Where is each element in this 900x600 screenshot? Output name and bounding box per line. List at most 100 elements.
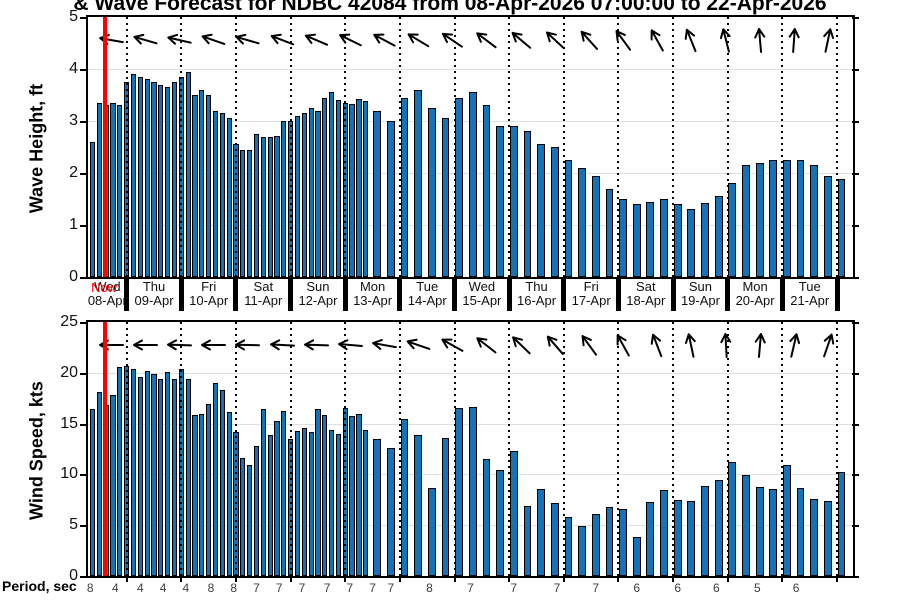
wind-bar (755, 486, 764, 576)
direction-arrow-icon (267, 25, 297, 55)
wave-bar (619, 199, 627, 277)
period-value: 8 (426, 581, 433, 595)
wind-bar (363, 429, 369, 576)
day-name: Sun (306, 279, 330, 294)
wave-bar (199, 89, 205, 277)
period-value: 7 (346, 581, 354, 595)
day-name: Sat (253, 279, 274, 294)
date-axis-band: Wed 08-Apr Thu 09-Apr Fri 10-Apr Sat 11-Apr Sun 1… (0, 277, 900, 315)
wave-bar (274, 135, 280, 277)
wind-bar (206, 404, 212, 576)
day-label: Fri 10-Apr (169, 280, 249, 308)
wind-bar (673, 499, 682, 576)
wind-bar (660, 489, 668, 576)
day-label: Mon 20-Apr (715, 280, 795, 308)
direction-arrow-icon (745, 330, 775, 360)
wind-bar (578, 526, 586, 576)
wave-bar (468, 92, 477, 277)
wind-bar (441, 437, 450, 576)
day-boundary-tick (561, 277, 567, 311)
day-date: 21-Apr (790, 293, 830, 308)
wind-bar (130, 368, 137, 576)
midnight-gridline (562, 322, 565, 576)
wind-bar (260, 409, 266, 576)
midnight-gridline (617, 17, 620, 277)
wind-bar (619, 508, 627, 576)
wave-bar (96, 102, 102, 277)
wave-bar (137, 76, 143, 277)
wave-bar (509, 126, 518, 277)
direction-arrow-icon (779, 330, 809, 360)
wind-bar (687, 500, 696, 576)
wind-bar (315, 409, 321, 576)
midnight-gridline (125, 322, 128, 576)
wind-bar (281, 411, 287, 576)
midnight-gridline (289, 322, 292, 576)
direction-arrow-icon (301, 25, 331, 55)
direction-arrow-icon (130, 330, 160, 360)
midnight-gridline (289, 17, 292, 277)
period-value: 7 (275, 581, 283, 595)
wave-bar (591, 175, 600, 277)
wave-bar (185, 71, 191, 277)
direction-arrow-icon (745, 25, 775, 55)
period-value: 4 (182, 581, 190, 595)
wave-bar (373, 110, 382, 277)
period-value: 4 (137, 581, 144, 595)
direction-arrow-icon (711, 330, 741, 360)
wind-bar (496, 470, 504, 576)
direction-arrow-icon (574, 330, 604, 360)
day-boundary-tick (397, 277, 403, 311)
wind-bar (192, 415, 198, 576)
day-boundary-tick (725, 277, 731, 311)
wave-bar (206, 95, 212, 277)
wave-bar (315, 110, 321, 277)
midnight-gridline (672, 17, 675, 277)
wave-bar (550, 147, 559, 277)
wind-bar (322, 415, 328, 576)
wave-bar (755, 162, 764, 277)
wind-bar (240, 458, 246, 576)
day-name: Tue (798, 279, 821, 294)
wave-bar (219, 113, 225, 277)
wave-bar (322, 97, 328, 277)
midnight-gridline (781, 322, 784, 576)
midnight-gridline (234, 17, 237, 277)
day-date: 13-Apr (353, 293, 393, 308)
midnight-gridline (617, 322, 620, 576)
wind-bar (632, 537, 641, 576)
wave-bar (783, 160, 791, 277)
wind-bar (550, 502, 559, 576)
wave-bar (89, 141, 96, 277)
wave-bar (660, 199, 668, 277)
midnight-gridline (781, 17, 784, 277)
day-date: 17-Apr (571, 293, 611, 308)
direction-arrow-icon (267, 330, 297, 360)
wave-bar (328, 92, 335, 277)
wind-bar (328, 429, 335, 576)
day-label: Thu 09-Apr (114, 280, 194, 308)
wave-bar (253, 134, 260, 277)
wave-bar (247, 149, 253, 277)
wave-bar (646, 201, 655, 277)
day-date: 19-Apr (680, 293, 720, 308)
direction-arrow-icon (676, 330, 706, 360)
wave-bar (687, 209, 696, 277)
day-name: Wed (94, 279, 121, 294)
day-boundary-tick (779, 277, 785, 311)
wind-bar (455, 408, 463, 576)
period-value: 6 (633, 581, 641, 595)
wind-bar (482, 459, 491, 576)
wave-bar (335, 100, 342, 277)
day-name: Thu (525, 279, 548, 294)
wind-bar (537, 488, 545, 576)
period-value: 7 (387, 581, 395, 595)
midnight-gridline (672, 322, 675, 576)
day-boundary-tick (615, 277, 621, 311)
day-date: 16-Apr (517, 293, 557, 308)
wind-bar (373, 438, 382, 576)
wind-bar (110, 395, 116, 576)
day-name: Fri (201, 279, 217, 294)
wind-bar (523, 505, 532, 576)
day-boundary-tick (670, 277, 676, 311)
